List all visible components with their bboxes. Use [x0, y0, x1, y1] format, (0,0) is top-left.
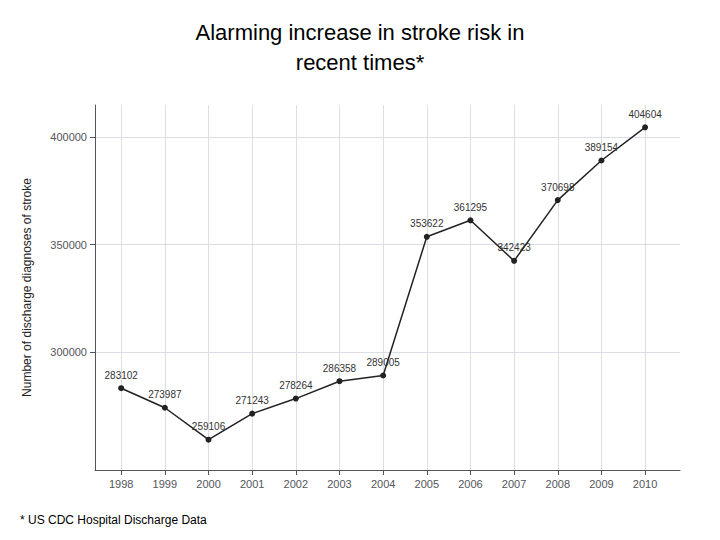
svg-text:2003: 2003	[327, 478, 351, 490]
svg-text:2008: 2008	[546, 478, 570, 490]
svg-text:350000: 350000	[50, 239, 87, 251]
svg-text:353622: 353622	[410, 218, 444, 229]
svg-text:1998: 1998	[109, 478, 133, 490]
svg-text:286358: 286358	[323, 363, 357, 374]
svg-text:2006: 2006	[458, 478, 482, 490]
svg-text:Alarming increase in stroke ri: Alarming increase in stroke risk in	[196, 20, 525, 45]
svg-text:2007: 2007	[502, 478, 526, 490]
svg-text:361295: 361295	[454, 202, 488, 213]
svg-text:400000: 400000	[50, 131, 87, 143]
svg-text:Number of discharge diagnoses: Number of discharge diagnoses of stroke	[20, 178, 34, 397]
svg-text:* US CDC Hospital Discharge Da: * US CDC Hospital Discharge Data	[20, 513, 207, 527]
svg-text:2009: 2009	[589, 478, 613, 490]
svg-text:404604: 404604	[628, 109, 662, 120]
svg-text:300000: 300000	[50, 346, 87, 358]
svg-text:342423: 342423	[497, 242, 531, 253]
svg-text:273987: 273987	[148, 389, 182, 400]
svg-text:1999: 1999	[153, 478, 177, 490]
svg-text:259106: 259106	[192, 421, 226, 432]
svg-text:283102: 283102	[105, 370, 139, 381]
svg-text:recent times*: recent times*	[296, 50, 425, 75]
svg-text:370698: 370698	[541, 182, 575, 193]
svg-text:2004: 2004	[371, 478, 395, 490]
svg-text:2001: 2001	[240, 478, 264, 490]
svg-text:278264: 278264	[279, 380, 313, 391]
svg-text:2005: 2005	[415, 478, 439, 490]
svg-text:389154: 389154	[585, 142, 619, 153]
svg-text:271243: 271243	[235, 395, 269, 406]
svg-text:289005: 289005	[366, 357, 400, 368]
svg-text:2002: 2002	[284, 478, 308, 490]
svg-text:2010: 2010	[633, 478, 657, 490]
svg-text:2000: 2000	[196, 478, 220, 490]
